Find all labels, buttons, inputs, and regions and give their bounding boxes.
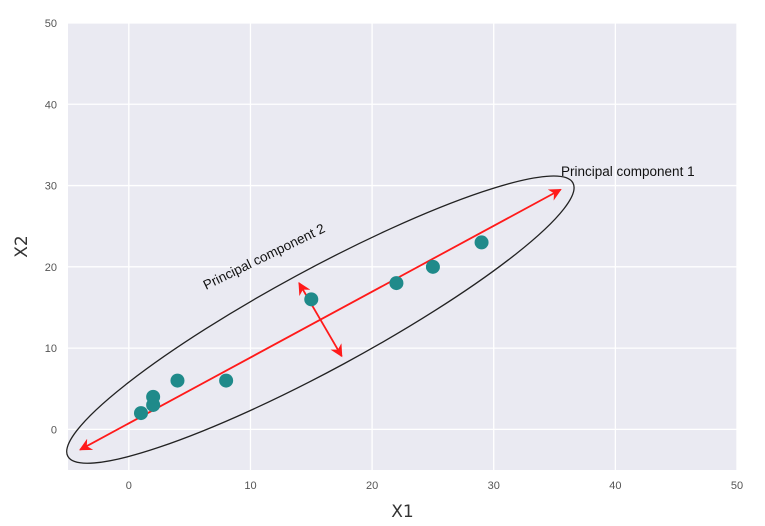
y-tick-label: 40 [45,99,57,111]
x-tick-label: 40 [609,480,621,492]
data-point-3 [170,373,185,388]
y-tick-label: 10 [45,343,57,355]
y-tick-label: 50 [45,18,57,30]
x-tick-label: 0 [126,480,132,492]
x-tick-label: 20 [366,480,378,492]
data-point-2 [146,389,161,404]
x-tick-label: 10 [244,480,256,492]
y-tick-label: 30 [45,181,57,193]
y-tick-labels: 0 10 20 30 40 50 [45,18,57,436]
data-point-7 [425,259,440,274]
annotation-pc1: Principal component 1 [561,164,695,179]
y-axis-label: X2 [12,235,32,257]
x-axis-label: X1 [391,502,413,522]
data-point-6 [389,276,404,291]
data-point-0 [133,406,148,421]
data-point-8 [474,235,489,250]
x-tick-label: 50 [731,480,743,492]
y-tick-label: 0 [51,424,57,436]
data-points [133,235,489,421]
data-point-4 [219,373,234,388]
y-tick-label: 20 [45,262,57,274]
x-tick-label: 30 [488,480,500,492]
data-point-5 [304,292,319,307]
x-tick-labels: 0 10 20 30 40 50 [126,480,743,492]
